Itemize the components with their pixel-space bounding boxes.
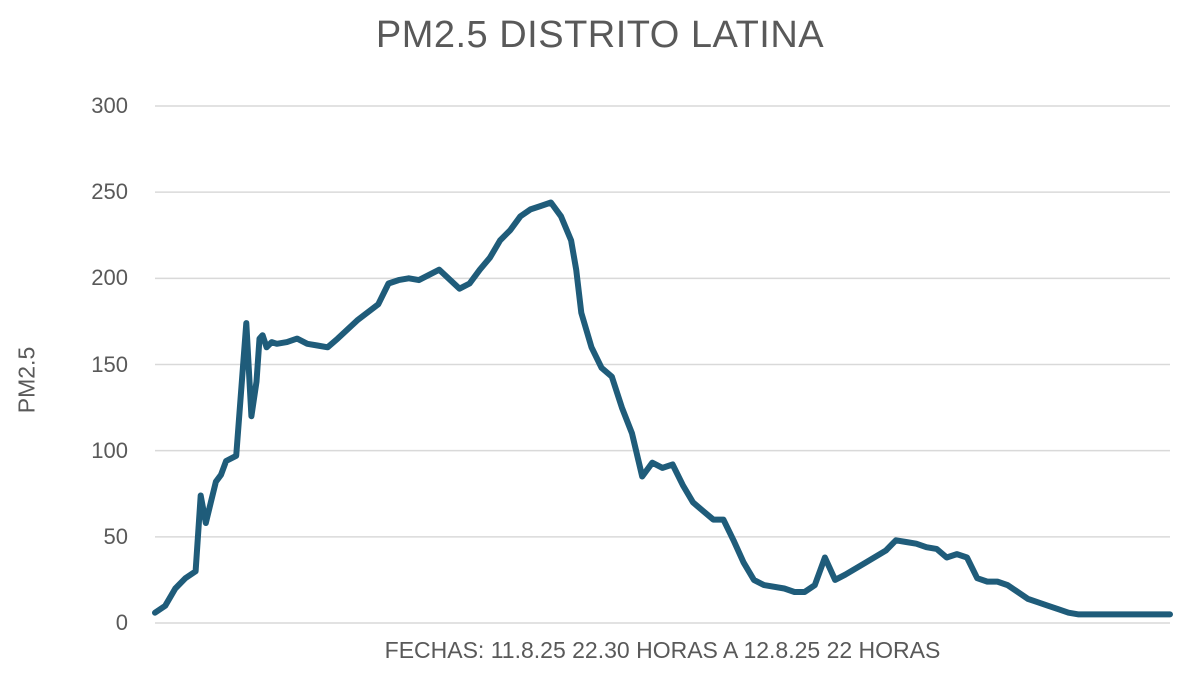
chart-title: PM2.5 DISTRITO LATINA	[375, 14, 825, 56]
y-tick-label: 50	[103, 523, 128, 549]
y-tick-label: 250	[91, 179, 128, 205]
x-axis-label: FECHAS: 11.8.25 22.30 HORAS A 12.8.25 22…	[384, 637, 941, 663]
y-tick-label: 100	[91, 437, 128, 463]
y-tick-label: 300	[91, 93, 128, 118]
y-tick-label: 0	[115, 610, 128, 635]
pm25-series-line	[152, 199, 1173, 618]
y-tick-label: 150	[91, 351, 128, 377]
gridlines	[155, 105, 1170, 624]
y-tick-label: 200	[91, 265, 128, 291]
